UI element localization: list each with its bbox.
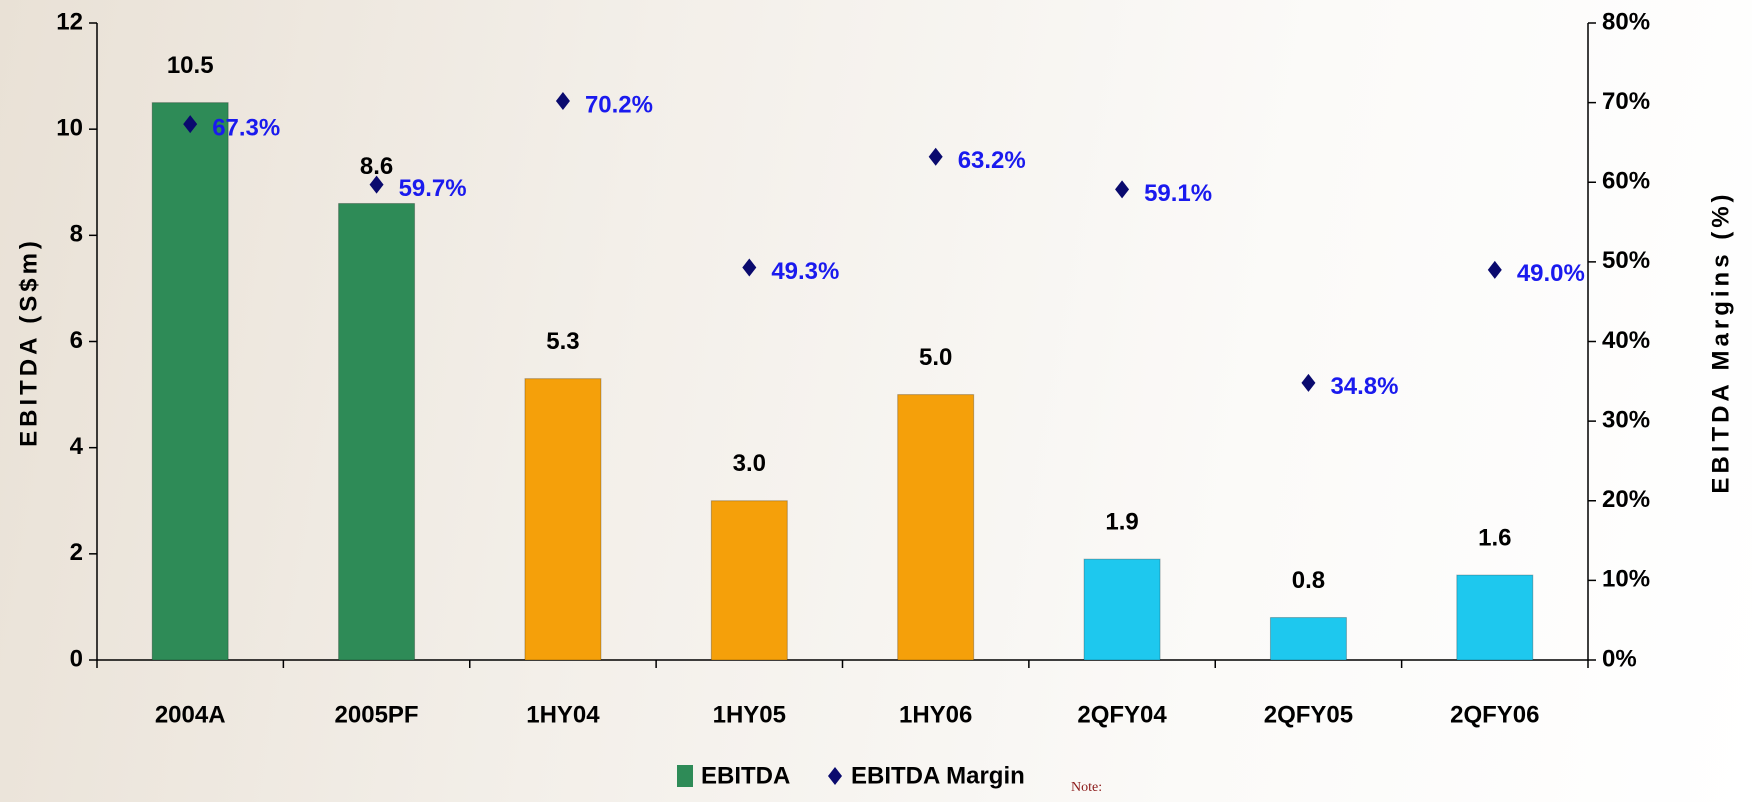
data-label: 49.0% <box>1517 260 1585 287</box>
data-label: 59.1% <box>1144 180 1212 207</box>
data-label: 59.7% <box>399 175 467 202</box>
data-label: 10.5 <box>167 52 214 79</box>
y2-axis-label: EBITDA Margins (%) <box>1707 190 1734 493</box>
y2-tick-label: 20% <box>1602 486 1650 513</box>
data-label: 3.0 <box>733 450 766 477</box>
x-tick-label: 2QFY06 <box>1450 701 1539 728</box>
x-tick-label: 1HY05 <box>713 701 786 728</box>
y-axis-label: EBITDA (S$m) <box>15 237 42 447</box>
y-tick-label: 6 <box>70 327 83 354</box>
data-label: 1.9 <box>1105 508 1138 535</box>
y2-tick-label: 60% <box>1602 168 1650 195</box>
y-tick-label: 12 <box>56 8 83 35</box>
bar <box>1456 574 1534 661</box>
marker <box>1487 260 1502 279</box>
marker <box>369 175 384 194</box>
legend-swatch <box>828 767 842 785</box>
marker <box>928 147 943 166</box>
x-tick-label: 2QFY05 <box>1264 701 1353 728</box>
x-tick-label: 1HY06 <box>899 701 972 728</box>
data-label: 34.8% <box>1330 373 1398 400</box>
x-tick-label: 1HY04 <box>526 701 600 728</box>
y-tick-label: 10 <box>56 115 83 142</box>
data-label: 0.8 <box>1292 567 1325 594</box>
legend-label: EBITDA <box>701 762 790 789</box>
y-tick-label: 8 <box>70 221 83 248</box>
marker <box>1301 373 1316 392</box>
y-tick-label: 0 <box>70 645 83 672</box>
y2-tick-label: 0% <box>1602 645 1637 672</box>
y2-tick-label: 80% <box>1602 8 1650 35</box>
bar <box>710 500 788 661</box>
bar <box>1083 558 1161 661</box>
x-tick-label: 2004A <box>155 701 226 728</box>
note: Note: <box>1071 780 1102 795</box>
data-label: 8.6 <box>360 153 393 180</box>
y-tick-label: 2 <box>70 539 83 566</box>
bar <box>897 394 975 661</box>
marker <box>183 115 198 134</box>
marker <box>555 92 570 111</box>
marker <box>1115 180 1130 199</box>
data-label: 67.3% <box>212 114 280 141</box>
y2-tick-label: 30% <box>1602 406 1650 433</box>
legend-swatch <box>677 765 693 787</box>
y2-tick-label: 40% <box>1602 327 1650 354</box>
data-label: 5.0 <box>919 344 952 371</box>
data-label: 63.2% <box>958 147 1026 174</box>
bar <box>524 378 602 661</box>
x-tick-label: 2005PF <box>335 701 419 728</box>
y-tick-label: 4 <box>70 433 84 460</box>
y2-tick-label: 10% <box>1602 566 1650 593</box>
bar <box>338 202 416 661</box>
bar <box>151 102 229 661</box>
data-label: 70.2% <box>585 91 653 118</box>
y2-tick-label: 50% <box>1602 247 1650 274</box>
x-tick-label: 2QFY04 <box>1077 701 1167 728</box>
marker <box>742 258 757 277</box>
data-label: 5.3 <box>546 328 579 355</box>
bar <box>1269 617 1347 661</box>
data-label: 49.3% <box>771 258 839 285</box>
y2-tick-label: 70% <box>1602 88 1650 115</box>
data-label: 1.6 <box>1478 524 1511 551</box>
legend-label: EBITDA Margin <box>851 762 1025 789</box>
